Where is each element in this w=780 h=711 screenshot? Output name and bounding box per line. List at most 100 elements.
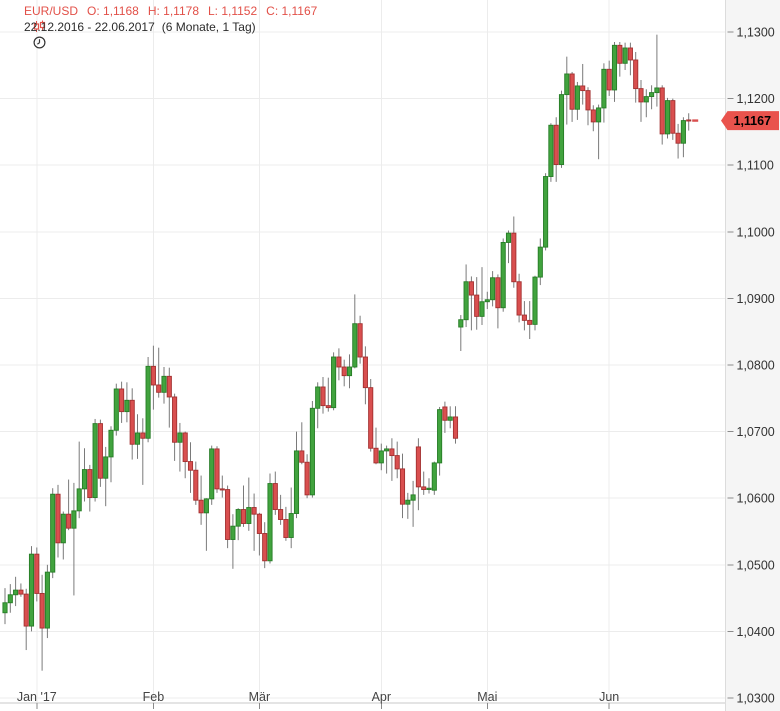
candle-body: [415, 446, 421, 488]
candle-body: [633, 59, 639, 90]
close-value: C: 1,1167: [266, 4, 318, 18]
candle-body: [511, 232, 517, 283]
high-value: H: 1,1178: [147, 4, 199, 18]
candle-body: [378, 450, 384, 464]
last-price-tag: [721, 111, 779, 131]
candle-body: [60, 513, 66, 544]
candle-body: [346, 366, 353, 377]
clock-icon: [6, 21, 46, 49]
candle-body: [405, 499, 411, 505]
candle-body: [468, 281, 474, 296]
x-axis-label: Feb: [143, 690, 165, 704]
candle-body: [452, 416, 459, 439]
x-axis-label: Jan '17: [17, 690, 57, 704]
candle-body: [23, 593, 29, 627]
candle-body: [532, 276, 538, 325]
candle-body: [7, 594, 13, 604]
candle-body: [622, 47, 628, 64]
candle-body: [558, 94, 565, 165]
candle-body: [97, 423, 103, 479]
candle-body: [66, 513, 72, 529]
candle-body: [426, 487, 432, 490]
candle-body: [283, 519, 289, 538]
x-axis-label: Jun: [599, 690, 619, 704]
candle-body: [675, 132, 681, 144]
candle-body: [172, 396, 178, 443]
date-range-label: 22.12.2016 - 22.06.2017: [24, 20, 155, 34]
candle-body: [150, 365, 156, 386]
candle-body: [649, 92, 655, 98]
price-axis-panel[interactable]: [725, 0, 780, 711]
candle-body: [166, 375, 172, 398]
open-value: O: 1,1168: [87, 4, 139, 18]
candle-body: [44, 571, 50, 629]
candle-body: [119, 388, 125, 413]
candle-body: [182, 432, 188, 463]
candle-body: [76, 488, 82, 512]
candle-body: [272, 483, 278, 510]
candle-body: [490, 277, 496, 301]
y-axis-label: 1,0400: [737, 625, 775, 639]
candle-body: [495, 277, 501, 309]
candle-body: [553, 124, 559, 165]
y-axis-label: 1,1200: [737, 92, 775, 106]
candle-body: [537, 246, 543, 278]
candle-body: [71, 510, 77, 529]
candle-body: [680, 120, 686, 144]
candle-body: [336, 356, 342, 368]
y-axis-label: 1,1100: [737, 159, 774, 173]
candle-body: [686, 119, 692, 122]
candle-body: [262, 533, 268, 562]
candle-body: [362, 356, 368, 389]
candlestick-icon: [6, 5, 45, 32]
candle-body: [177, 432, 183, 443]
candle-body: [458, 319, 464, 328]
x-axis-label: Mai: [477, 690, 497, 704]
candle-body: [225, 489, 231, 540]
candle-body: [479, 301, 485, 317]
candle-body: [256, 513, 262, 534]
candle-body: [219, 488, 225, 491]
candle-body: [394, 455, 400, 470]
candle-body: [13, 589, 19, 596]
interval-label: (6 Monate, 1 Tag): [161, 20, 256, 34]
candle-body: [288, 513, 294, 538]
candle-body: [463, 281, 469, 321]
candle-body: [320, 386, 326, 407]
candle-body: [240, 509, 247, 524]
candle-body: [368, 387, 374, 449]
candle-body: [304, 461, 310, 496]
candle-body: [203, 498, 209, 514]
candle-body: [87, 469, 93, 498]
candle-body: [399, 468, 406, 505]
candle-body: [627, 47, 633, 61]
candle-body: [580, 85, 586, 92]
candle-body: [214, 448, 220, 490]
candle-body: [664, 100, 671, 135]
candle-body: [617, 44, 623, 64]
candle-body: [145, 365, 151, 439]
candle-body: [209, 448, 215, 500]
candle-body: [315, 386, 321, 409]
candle-body: [521, 314, 527, 321]
candle-body: [421, 486, 427, 490]
candle-body: [134, 432, 141, 445]
candle-body: [569, 73, 575, 110]
candle-body: [670, 100, 676, 134]
candle-body: [611, 44, 618, 91]
y-axis-label: 1,0300: [737, 692, 775, 706]
candle-body: [81, 469, 88, 490]
candle-body: [505, 232, 512, 243]
candle-body: [659, 87, 665, 135]
candle-body: [543, 176, 549, 248]
candle-body: [341, 366, 347, 377]
candle-body: [527, 319, 533, 325]
chart-header: EUR/USD O: 1,1168 H: 1,1178 L: 1,1152 C:…: [6, 4, 326, 49]
candle-body: [113, 388, 119, 431]
candle-body: [357, 323, 363, 358]
candle-body: [28, 553, 35, 627]
low-value: L: 1,1152: [208, 4, 258, 18]
candle-body: [299, 450, 305, 463]
candle-body: [437, 409, 443, 464]
